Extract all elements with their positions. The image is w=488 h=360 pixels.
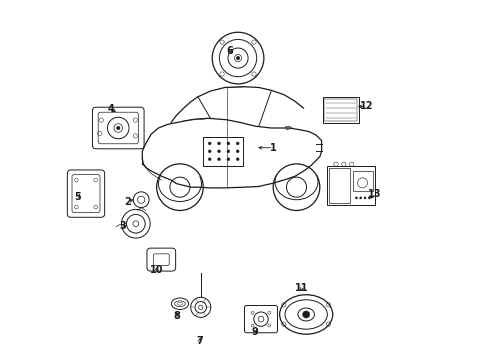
Text: 9: 9 bbox=[251, 327, 258, 337]
Bar bbox=[324, 99, 356, 121]
Circle shape bbox=[302, 311, 309, 318]
Circle shape bbox=[226, 142, 229, 145]
Text: 7: 7 bbox=[196, 336, 203, 346]
Bar bbox=[322, 97, 358, 123]
Text: 5: 5 bbox=[74, 192, 81, 202]
Circle shape bbox=[236, 56, 239, 60]
Circle shape bbox=[217, 150, 220, 153]
Text: 3: 3 bbox=[119, 221, 126, 231]
Bar bbox=[203, 137, 242, 166]
Text: 10: 10 bbox=[150, 265, 163, 275]
Circle shape bbox=[363, 197, 366, 199]
Circle shape bbox=[217, 158, 220, 161]
Circle shape bbox=[208, 150, 211, 153]
Text: 6: 6 bbox=[226, 46, 233, 56]
Circle shape bbox=[236, 150, 239, 153]
Circle shape bbox=[116, 126, 120, 130]
Circle shape bbox=[226, 150, 229, 153]
Text: 11: 11 bbox=[295, 283, 308, 293]
Text: 4: 4 bbox=[107, 104, 114, 114]
Circle shape bbox=[226, 158, 229, 161]
Circle shape bbox=[217, 142, 220, 145]
Circle shape bbox=[355, 197, 357, 199]
Circle shape bbox=[236, 158, 239, 161]
Circle shape bbox=[359, 197, 361, 199]
Circle shape bbox=[208, 142, 211, 145]
Text: 1: 1 bbox=[269, 143, 276, 153]
Circle shape bbox=[208, 158, 211, 161]
Circle shape bbox=[236, 142, 239, 145]
Text: 8: 8 bbox=[173, 311, 180, 321]
Bar bbox=[326, 166, 375, 205]
Text: 2: 2 bbox=[124, 197, 131, 207]
Circle shape bbox=[367, 197, 369, 199]
Text: 13: 13 bbox=[367, 189, 380, 199]
Bar bbox=[352, 171, 372, 191]
Text: 12: 12 bbox=[359, 102, 372, 112]
Bar bbox=[328, 168, 349, 203]
